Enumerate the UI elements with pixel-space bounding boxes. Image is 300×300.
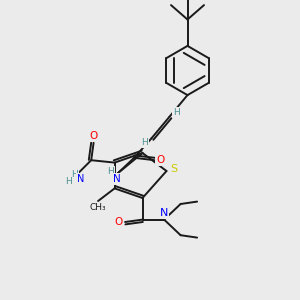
Text: H: H bbox=[65, 177, 71, 186]
Text: O: O bbox=[89, 131, 98, 141]
Text: H: H bbox=[142, 138, 148, 147]
Text: N: N bbox=[77, 174, 84, 184]
Text: H: H bbox=[173, 108, 179, 117]
Text: H: H bbox=[71, 170, 78, 179]
Text: CH₃: CH₃ bbox=[89, 203, 106, 212]
Text: N: N bbox=[160, 208, 168, 218]
Text: H: H bbox=[107, 167, 114, 176]
Text: S: S bbox=[170, 164, 178, 174]
Text: O: O bbox=[114, 217, 123, 227]
Text: N: N bbox=[113, 174, 121, 184]
Text: O: O bbox=[156, 155, 165, 165]
